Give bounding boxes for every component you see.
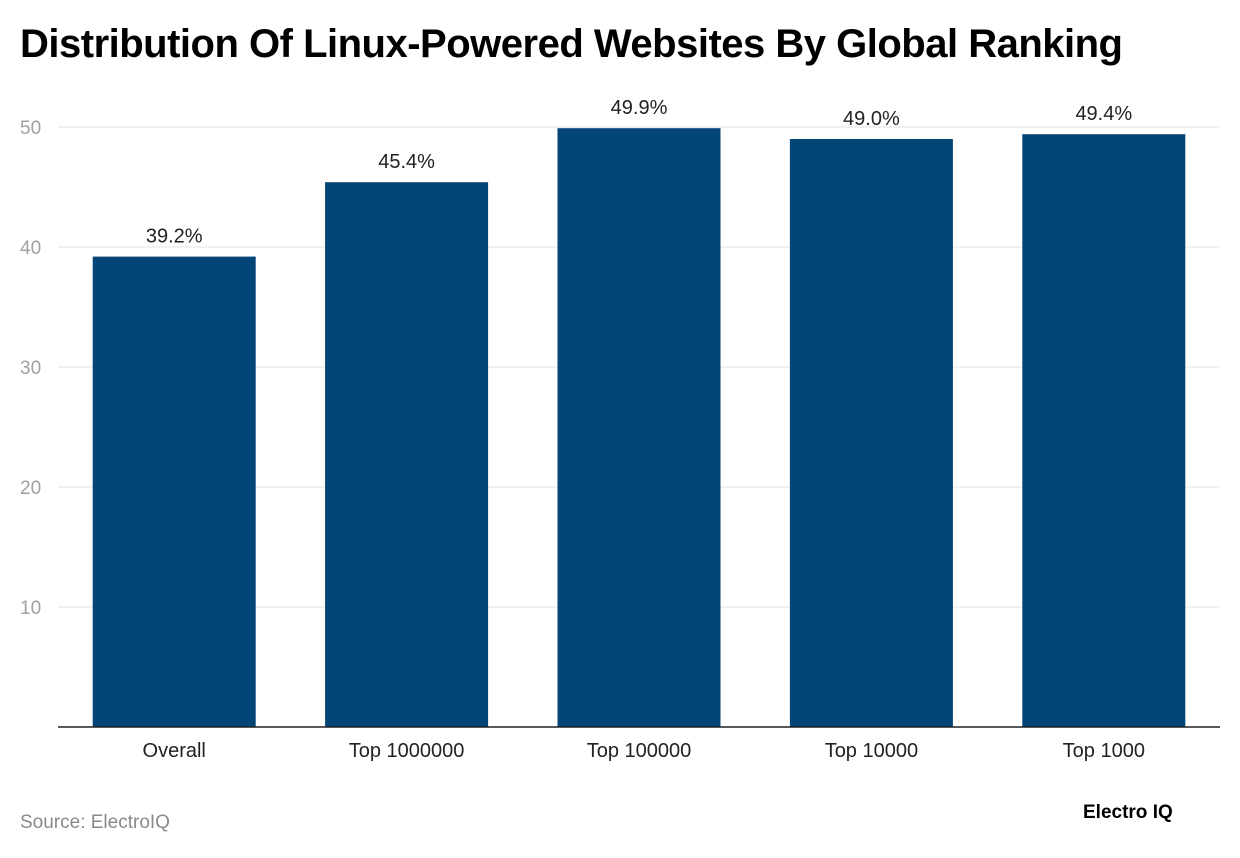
bar: [557, 128, 721, 727]
bar-chart: 10 20 30 40 50 39.2% Overall 45.4% Top 1000000 49…: [20, 97, 1220, 762]
bar: [1022, 134, 1186, 727]
x-tick-label: Top 10000: [825, 740, 918, 762]
data-label: 49.0%: [843, 108, 900, 130]
y-tick-label: 40: [20, 238, 41, 259]
bar: [92, 256, 256, 727]
data-label: 49.4%: [1075, 103, 1132, 125]
y-tick-label: 50: [20, 118, 41, 139]
data-label: 39.2%: [146, 226, 203, 248]
x-tick-label: Top 1000000: [349, 740, 465, 762]
data-label: 45.4%: [378, 151, 435, 173]
data-label: 49.9%: [611, 97, 668, 119]
y-tick-label: 20: [20, 478, 41, 499]
y-tick-label: 10: [20, 598, 41, 619]
x-tick-label: Overall: [143, 740, 206, 762]
x-tick-label: Top 100000: [587, 740, 692, 762]
chart-title: Distribution Of Linux-Powered Websites B…: [20, 22, 1123, 66]
x-tick-label: Top 1000: [1063, 740, 1145, 762]
source-note: Source: ElectroIQ: [20, 812, 170, 833]
bar: [789, 139, 953, 727]
electroiq-logo: Electro IQ: [1083, 802, 1173, 823]
y-tick-label: 30: [20, 358, 41, 379]
bar: [325, 182, 489, 727]
